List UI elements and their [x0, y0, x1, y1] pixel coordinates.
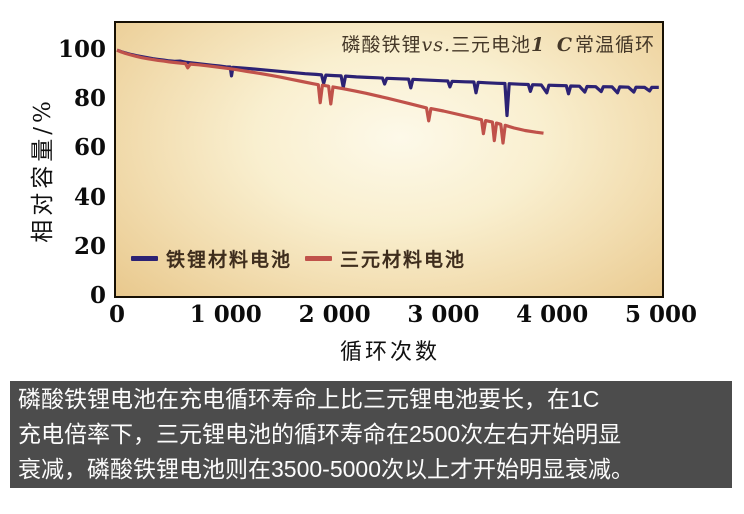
- x-tick-label: 3 000: [407, 301, 480, 328]
- legend-label-lfp: 铁锂材料电池: [166, 249, 293, 271]
- chart-title-post: 常温循环: [574, 34, 655, 56]
- legend-item-lfp: 铁锂材料电池: [131, 245, 292, 272]
- caption-line-3: 衰减，磷酸铁锂电池则在3500-5000次以上才开始明显衰减。: [18, 456, 634, 482]
- chart-title: 磷酸铁锂vs.三元电池1 C常温循环: [341, 30, 655, 57]
- chart-title-mid: 三元电池: [451, 34, 532, 56]
- y-tick-label: 40: [73, 183, 106, 211]
- legend: 铁锂材料电池 三元材料电池: [131, 245, 466, 272]
- x-tick-label: 0: [108, 301, 125, 328]
- x-tick-label: 1 000: [189, 301, 262, 328]
- ternary-line-swatch: [305, 256, 333, 261]
- plot-area: 磷酸铁锂vs.三元电池1 C常温循环 铁锂材料电池 三元材料电池: [114, 21, 664, 298]
- lfp-line-swatch: [131, 256, 158, 261]
- caption-line-2: 充电倍率下，三元锂电池的循环寿命在2500次左右开始明显: [18, 421, 622, 447]
- y-axis-title: 相对容量/%: [30, 97, 56, 243]
- y-tick-label: 80: [73, 85, 106, 113]
- legend-item-ternary: 三元材料电池: [305, 245, 466, 272]
- chart-canvas: [116, 48, 659, 145]
- y-tick-label: 100: [57, 36, 106, 64]
- series-line-0: [116, 48, 659, 118]
- y-tick-label: 0: [89, 282, 106, 309]
- y-tick-label: 60: [73, 134, 106, 162]
- chart-title-pre: 磷酸铁锂: [341, 34, 422, 56]
- x-axis-title-text: 循环次数: [339, 340, 440, 365]
- caption-box: 磷酸铁锂电池在充电循环寿命上比三元锂电池要长，在1C 充电倍率下，三元锂电池的循…: [10, 381, 732, 488]
- x-axis-title: 循环次数: [0, 334, 744, 366]
- chart-title-vs: vs.: [421, 34, 451, 56]
- series-line-1: [116, 48, 544, 145]
- legend-label-ternary: 三元材料电池: [340, 249, 467, 271]
- chart-title-rate: 1 C: [531, 34, 575, 56]
- x-tick-label: 2 000: [298, 301, 371, 328]
- x-tick-label: 4 000: [516, 301, 589, 328]
- x-tick-label: 5 000: [624, 301, 698, 328]
- y-tick-label: 20: [73, 232, 106, 260]
- caption-line-1: 磷酸铁锂电池在充电循环寿命上比三元锂电池要长，在1C: [18, 386, 600, 412]
